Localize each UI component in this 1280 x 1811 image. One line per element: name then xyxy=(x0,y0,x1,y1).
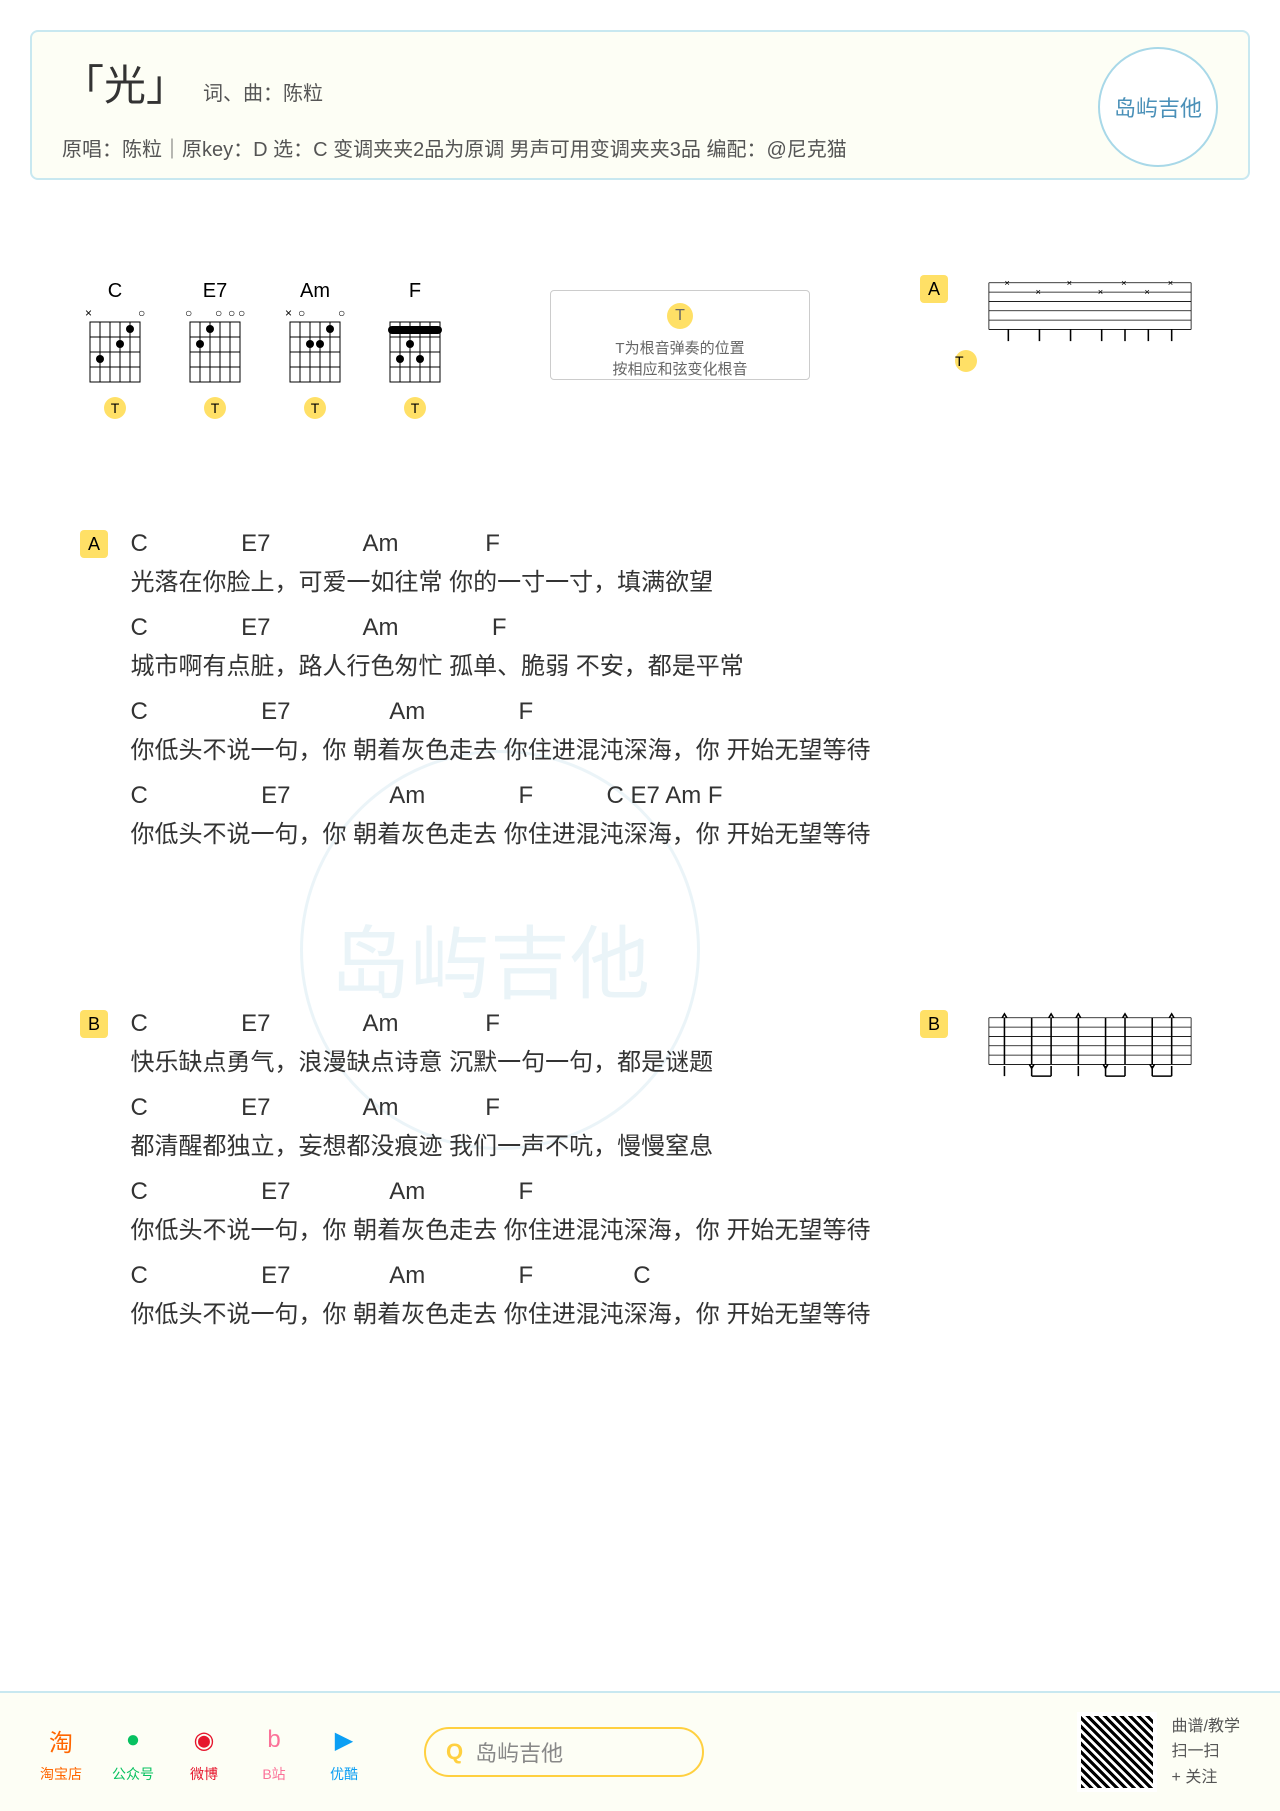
qr-code[interactable] xyxy=(1077,1712,1157,1792)
svg-text:○: ○ xyxy=(185,307,192,320)
social-label: 淘宝店 xyxy=(40,1764,82,1784)
svg-text:○: ○ xyxy=(298,307,305,320)
chord-line: C E7 Am F xyxy=(130,614,870,646)
chord-line: C E7 Am F C xyxy=(130,1262,870,1294)
lyric-row: C E7 Am F快乐缺点勇气，浪漫缺点诗意 沉默一句一句，都是谜题 xyxy=(130,1010,870,1082)
svg-text:○: ○ xyxy=(215,307,222,320)
chord-line: C E7 Am F xyxy=(130,698,870,730)
section-badge-b: B xyxy=(80,1010,108,1038)
chord-am: Am ×○ ○ T xyxy=(280,280,350,419)
social-link[interactable]: ● 公众号 xyxy=(112,1720,154,1784)
chord-line: C E7 Am F xyxy=(130,1010,870,1042)
lyric-line: 你低头不说一句，你 朝着灰色走去 你住进混沌深海，你 开始无望等待 xyxy=(130,1210,870,1250)
social-icon: ▶ xyxy=(324,1720,364,1760)
footer: 淘淘宝店 ● 公众号 ◉ 微博 b B站 ▶ 优酷 Q 岛屿吉他 曲谱/教学 扫一扫 + 关注 xyxy=(0,1691,1280,1811)
section-b: B C E7 Am F快乐缺点勇气，浪漫缺点诗意 沉默一句一句，都是谜题C E7… xyxy=(80,1010,870,1346)
svg-text:×: × xyxy=(1036,287,1041,297)
strum-pattern-a: A ×× ×× ×× × T xyxy=(920,275,1220,372)
lyric-line: 你低头不说一句，你 朝着灰色走去 你住进混沌深海，你 开始无望等待 xyxy=(130,1294,870,1334)
svg-text:○: ○ xyxy=(228,307,235,320)
header-box: 「光」 词、曲：陈粒 原唱：陈粒｜原key：D 选：C 变调夹夹2品为原调 男声… xyxy=(30,30,1250,180)
meta-info: 原唱：陈粒｜原key：D 选：C 变调夹夹2品为原调 男声可用变调夹夹3品 编配… xyxy=(62,133,1218,162)
svg-text:×: × xyxy=(285,307,292,320)
section-a: A C E7 Am F光落在你脸上，可爱一如往常 你的一寸一寸，填满欲望C E7… xyxy=(80,530,870,866)
lyric-row: C E7 Am F C你低头不说一句，你 朝着灰色走去 你住进混沌深海，你 开始… xyxy=(130,1262,870,1334)
search-box[interactable]: Q 岛屿吉他 xyxy=(424,1727,704,1777)
lyric-line: 光落在你脸上，可爱一如往常 你的一寸一寸，填满欲望 xyxy=(130,562,870,602)
chord-e7: E7 ○○ ○○ T xyxy=(180,280,250,419)
social-label: 公众号 xyxy=(112,1764,154,1784)
chord-line: C E7 Am F xyxy=(130,1094,870,1126)
social-icon: 淘 xyxy=(41,1720,81,1760)
note-box: T T为根音弹奏的位置 按相应和弦变化根音 xyxy=(550,290,810,380)
chord-f: F T xyxy=(380,280,450,419)
lyric-line: 你低头不说一句，你 朝着灰色走去 你住进混沌深海，你 开始无望等待 xyxy=(130,814,870,854)
lyric-row: C E7 Am F你低头不说一句，你 朝着灰色走去 你住进混沌深海，你 开始无望… xyxy=(130,698,870,770)
chord-line: C E7 Am F xyxy=(130,1178,870,1210)
svg-text:○: ○ xyxy=(138,307,145,320)
qr-section: 曲谱/教学 扫一扫 + 关注 xyxy=(1077,1712,1240,1792)
lyric-row: C E7 Am F C E7 Am F你低头不说一句，你 朝着灰色走去 你住进混… xyxy=(130,782,870,854)
lyric-line: 快乐缺点勇气，浪漫缺点诗意 沉默一句一句，都是谜题 xyxy=(130,1042,870,1082)
social-link[interactable]: b B站 xyxy=(254,1720,294,1784)
svg-text:×: × xyxy=(1168,278,1173,288)
social-icon: ● xyxy=(113,1720,153,1760)
svg-text:○: ○ xyxy=(338,307,345,320)
svg-text:×: × xyxy=(1005,278,1010,288)
lyric-row: C E7 Am F都清醒都独立，妄想都没痕迹 我们一声不吭，慢慢窒息 xyxy=(130,1094,870,1166)
svg-text:×: × xyxy=(1098,287,1103,297)
social-icon: b xyxy=(254,1720,294,1760)
song-title: 「光」 xyxy=(62,52,188,113)
lyric-row: C E7 Am F你低头不说一句，你 朝着灰色走去 你住进混沌深海，你 开始无望… xyxy=(130,1178,870,1250)
search-icon: Q xyxy=(446,1739,463,1765)
chord-line: C E7 Am F xyxy=(130,530,870,562)
social-link[interactable]: ◉ 微博 xyxy=(184,1720,224,1784)
strum-pattern-b: B xyxy=(920,1010,1220,1080)
svg-text:×: × xyxy=(1145,287,1150,297)
lyric-row: C E7 Am F光落在你脸上，可爱一如往常 你的一寸一寸，填满欲望 xyxy=(130,530,870,602)
credits: 词、曲：陈粒 xyxy=(203,77,323,106)
social-icon: ◉ xyxy=(184,1720,224,1760)
chord-c: C ×○ T xyxy=(80,280,150,419)
lyric-line: 都清醒都独立，妄想都没痕迹 我们一声不吭，慢慢窒息 xyxy=(130,1126,870,1166)
logo-badge: 岛屿吉他 xyxy=(1098,47,1218,167)
lyric-line: 城市啊有点脏，路人行色匆忙 孤单、脆弱 不安，都是平常 xyxy=(130,646,870,686)
svg-text:○: ○ xyxy=(238,307,245,320)
social-label: 优酷 xyxy=(324,1764,364,1784)
search-text: 岛屿吉他 xyxy=(475,1736,563,1768)
svg-text:×: × xyxy=(1122,278,1127,288)
chord-reference: C ×○ T E7 ○○ ○○ xyxy=(80,280,450,419)
section-badge-a: A xyxy=(80,530,108,558)
social-link[interactable]: 淘淘宝店 xyxy=(40,1720,82,1784)
social-label: 微博 xyxy=(184,1764,224,1784)
social-link[interactable]: ▶ 优酷 xyxy=(324,1720,364,1784)
t-marker: T xyxy=(104,397,126,419)
svg-text:×: × xyxy=(85,307,92,320)
social-label: B站 xyxy=(254,1764,294,1784)
chord-line: C E7 Am F C E7 Am F xyxy=(130,782,870,814)
lyric-line: 你低头不说一句，你 朝着灰色走去 你住进混沌深海，你 开始无望等待 xyxy=(130,730,870,770)
svg-text:×: × xyxy=(1067,278,1072,288)
lyric-row: C E7 Am F城市啊有点脏，路人行色匆忙 孤单、脆弱 不安，都是平常 xyxy=(130,614,870,686)
